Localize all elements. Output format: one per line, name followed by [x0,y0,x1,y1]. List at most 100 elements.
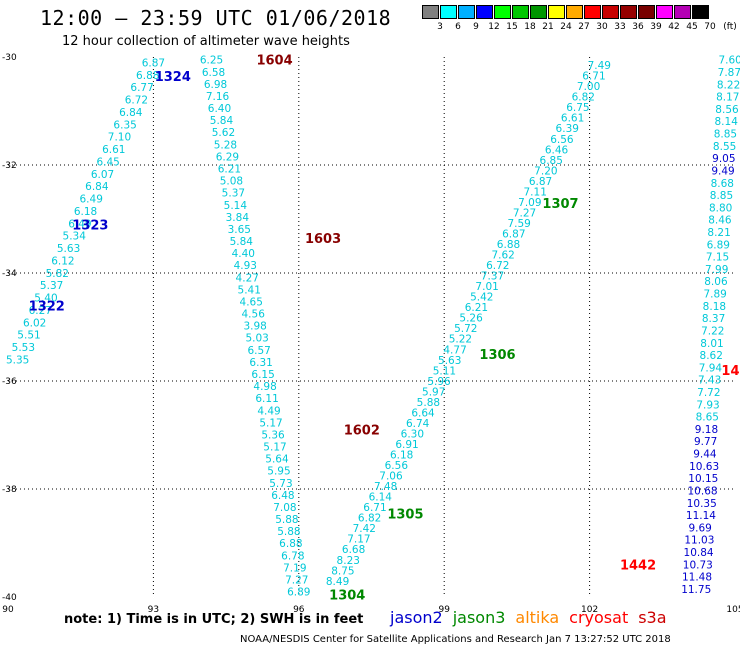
swh-value: 8.18 [703,301,726,313]
swh-value: 8.85 [710,190,733,202]
swh-value: 8.14 [715,116,739,128]
swh-value: 7.43 [698,375,721,387]
swh-value: 8.06 [704,276,728,288]
swh-value: 8.65 [696,412,719,424]
swh-value: 7.10 [108,132,131,144]
swh-value: 7.72 [697,387,720,399]
swh-value: 8.56 [715,104,739,116]
swh-value: 7.20 [534,165,557,177]
swh-value: 3.84 [226,212,250,224]
swh-value: 7.17 [347,534,370,546]
swh-value: 9.18 [695,424,718,436]
swh-value: 6.56 [550,134,574,146]
swh-value: 8.85 [714,129,737,141]
colorbar-label: 45 [686,22,698,32]
swh-value: 5.42 [470,292,493,304]
swh-value: 6.82 [358,513,381,525]
colorbar-label: 42 [668,22,680,32]
swh-value: 6.89 [707,239,730,251]
swh-value: 5.72 [454,323,477,335]
swh-value: 10.35 [687,498,717,510]
page-subtitle: 12 hour collection of altimeter wave hei… [62,34,350,49]
colorbar-swatch [530,5,547,19]
swh-value: 7.01 [475,281,498,293]
swh-value: 7.60 [718,55,740,67]
swh-value: 6.64 [411,407,435,419]
swh-value: 8.68 [711,178,734,190]
swh-value: 6.88 [497,239,520,251]
swh-value: 5.64 [265,454,289,466]
pass-label: 1442 [620,559,656,574]
swh-value: 8.49 [326,576,349,588]
swh-value: 7.09 [518,197,541,209]
colorbar-label: 18 [524,22,536,32]
colorbar-label: 70 [704,22,716,32]
pass-label: 1306 [479,348,515,363]
swh-value: 5.95 [267,466,290,478]
swh-value: 6.12 [51,255,74,267]
swh-value: 10.68 [688,485,718,497]
pass-label: 1304 [329,588,365,603]
legend-cryosat: cryosat [569,608,629,627]
colorbar-swatch [422,5,439,19]
swh-value: 9.77 [694,436,717,448]
swh-value: 6.71 [582,71,605,83]
y-tick-label: -34 [2,269,17,279]
swh-value: 7.62 [491,250,514,262]
swh-value: 5.63 [57,243,80,255]
swh-value: 5.88 [275,514,298,526]
swh-value: 6.49 [80,194,103,206]
swh-value: 6.75 [566,102,589,114]
swh-value: 8.22 [717,79,740,91]
swh-value: 6.82 [572,92,595,104]
swh-value: 6.56 [385,460,409,472]
colorbar-label: 21 [542,22,554,32]
swh-value: 5.97 [422,386,445,398]
colorbar-label: 33 [614,22,626,32]
swh-value: 5.88 [277,526,300,538]
swh-value: 5.73 [269,478,292,490]
swh-value: 5.62 [212,127,235,139]
legend-jason2: jason2 [390,608,443,627]
swh-value: 6.11 [255,393,278,405]
swh-value: 7.19 [283,562,306,574]
colorbar-label: 15 [506,22,518,32]
swh-value: 6.45 [96,156,119,168]
swh-value: 4.77 [443,344,466,356]
swh-value: 6.61 [102,144,125,156]
swh-value: 5.22 [449,334,472,346]
swh-value: 5.37 [222,188,245,200]
swh-value: 6.21 [218,163,241,175]
swh-value: 8.62 [700,350,723,362]
swh-value: 7.16 [206,91,230,103]
swh-value: 5.40 [34,293,57,305]
colorbar-label: 9 [473,22,479,32]
colorbar-labels: 3 6 9 12 15 18 21 24 27 30 33 36 39 42 45 70 (ft) [422,22,740,32]
colorbar-label: 6 [455,22,461,32]
swh-value: 7.93 [696,399,719,411]
swh-value: 6.35 [113,119,136,131]
pass-label: 1322 [29,299,65,314]
swh-value: 6.27 [29,305,52,317]
colorbar-label: 30 [596,22,608,32]
swh-value: 5.96 [427,376,451,388]
swh-value: 5.88 [417,397,440,409]
swh-value: 7.22 [701,325,724,337]
swh-value: 8.55 [713,141,736,153]
swh-value: 7.94 [699,362,723,374]
swh-value: 10.63 [689,461,719,473]
swh-value: 10.15 [688,473,718,485]
y-tick-label: -32 [2,161,17,171]
swh-value: 6.21 [465,302,488,314]
swh-value: 6.57 [247,345,270,357]
swh-value: 6.58 [202,67,225,79]
swh-value: 7.89 [703,289,726,301]
swh-value: 10.73 [683,559,713,571]
swh-value: 6.18 [74,206,97,218]
swh-value: 5.08 [220,176,243,188]
swh-value: 5.37 [40,280,63,292]
swh-value: 8.37 [702,313,725,325]
swh-value: 7.06 [379,471,403,483]
swh-value: 11.48 [682,572,712,584]
